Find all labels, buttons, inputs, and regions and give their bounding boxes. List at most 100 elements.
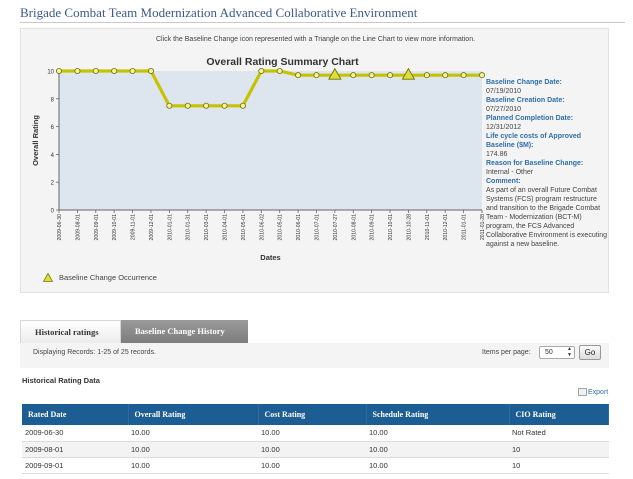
data-point [221, 102, 228, 109]
x-tick-label: 2010-05-01 [278, 214, 284, 241]
data-point [258, 68, 265, 75]
export-icon [578, 388, 587, 396]
cell-schedule-rating: 10.00 [366, 441, 509, 458]
historical-rating-title: Historical Rating Data [22, 376, 100, 385]
table-row: 2009-09-01 10.00 10.00 10.00 10 [22, 457, 609, 474]
planned-completion-date: 12/31/2012 [486, 124, 522, 131]
data-point [478, 72, 485, 79]
cell-schedule-rating: 10.00 [366, 425, 509, 442]
export-link[interactable]: Export [578, 388, 608, 396]
table-row: 2009-06-30 10.00 10.00 10.00 Not Rated [22, 425, 609, 442]
data-point [203, 102, 210, 109]
data-point [423, 72, 430, 79]
per-page-label: Items per page: [482, 349, 531, 356]
chart-panel: Click the Baseline Change icon represent… [20, 28, 609, 293]
x-tick-label: 2010-01-01 [167, 214, 173, 241]
baseline-change-marker [401, 67, 416, 80]
chart-legend: Baseline Change Occurrence [43, 273, 157, 282]
column-header-schedule-rating[interactable]: Schedule Rating [366, 404, 510, 425]
table-header-row: Rated Date Overall Rating Cost Rating Sc… [22, 404, 609, 425]
x-tick-label: 2009-08-01 [75, 214, 81, 241]
go-button[interactable]: Go [579, 345, 601, 360]
chart-title: Overall Rating Summary Chart [206, 56, 359, 68]
records-bar: Displaying Records: 1-25 of 25 records. … [20, 343, 609, 368]
reason-value: Internal - Other [486, 169, 534, 176]
column-header-cio-rating[interactable]: CIO Rating [509, 404, 609, 425]
cell-overall-rating: 10.00 [128, 441, 258, 458]
lifecycle-costs-value: 174.86 [486, 151, 508, 158]
cell-rated-date: 2009-06-30 [22, 425, 128, 442]
data-point [442, 72, 449, 79]
data-point [313, 72, 320, 79]
triangle-icon [43, 273, 53, 282]
cell-cio-rating: 10 [509, 441, 609, 458]
data-point [184, 102, 191, 109]
x-tick-label: 2010-07-01 [314, 214, 320, 241]
x-tick-label: 2009-10-01 [112, 214, 118, 241]
cell-cost-rating: 10.00 [258, 457, 366, 474]
cell-schedule-rating: 10.00 [366, 457, 509, 474]
per-page-select[interactable]: 50 ▲ ▼ [539, 346, 575, 359]
baseline-change-marker [328, 67, 342, 80]
baseline-creation-date-label: Baseline Creation Date: [486, 97, 565, 104]
y-tick-label: 8 [51, 97, 55, 103]
x-tick-label: 2009-12-01 [149, 214, 155, 241]
column-header-cost-rating[interactable]: Cost Rating [258, 404, 367, 425]
x-axis-label: Dates [260, 253, 280, 262]
x-tick-label: 2010-10-28 [406, 214, 412, 241]
baseline-change-date-label: Baseline Change Date: [486, 79, 562, 86]
planned-completion-label: Planned Completion Date: [486, 115, 574, 122]
data-point [239, 102, 246, 109]
records-count: Displaying Records: 1-25 of 25 records. [33, 349, 156, 356]
y-tick-label: 0 [51, 209, 55, 215]
y-tick-label: 4 [51, 153, 55, 159]
x-tick-label: 2010-12-01 [443, 214, 449, 241]
per-page-value: 50 [545, 349, 553, 356]
x-tick-label: 2010-10-01 [388, 214, 394, 241]
data-point [129, 68, 136, 75]
y-tick-label: 10 [47, 70, 54, 76]
data-point [111, 68, 118, 75]
cell-overall-rating: 10.00 [128, 457, 258, 474]
column-header-rated-date[interactable]: Rated Date [22, 404, 129, 425]
cell-overall-rating: 10.00 [128, 425, 258, 442]
data-point [350, 72, 357, 79]
chart-hint: Click the Baseline Change icon represent… [155, 36, 476, 43]
legend-label: Baseline Change Occurrence [59, 273, 157, 282]
overall-rating-chart: Overall Rating Summary Chart 0 2 4 6 8 10 Overa… [31, 56, 486, 262]
data-point [460, 72, 467, 79]
plot-area [59, 71, 482, 210]
x-tick-label: 2009-09-01 [94, 214, 100, 241]
x-tick-label: 2011-01-01 [462, 214, 468, 240]
title-divider [20, 22, 625, 23]
historical-rating-table: Rated Date Overall Rating Cost Rating Sc… [22, 404, 609, 474]
comment-text: As part of an overall Future Combat Syst… [486, 187, 608, 248]
cell-cio-rating: Not Rated [509, 425, 609, 442]
cell-rated-date: 2009-09-01 [22, 457, 128, 474]
x-tick-label: 2009-06-30 [57, 214, 63, 241]
x-tick-label: 2010-04-01 [223, 214, 229, 241]
cell-rated-date: 2009-08-01 [22, 441, 128, 458]
y-tick-label: 6 [51, 125, 55, 131]
tab-baseline-change-history[interactable]: Baseline Change History [121, 320, 248, 343]
data-point [74, 68, 81, 75]
export-label: Export [588, 388, 609, 396]
reason-label: Reason for Baseline Change: [486, 160, 584, 167]
data-point [387, 72, 394, 79]
column-header-overall-rating[interactable]: Overall Rating [128, 404, 259, 425]
x-tick-label: 2010-06-01 [296, 214, 302, 241]
y-tick-label: 2 [51, 181, 55, 187]
data-point [147, 68, 154, 75]
x-tick-label: 2011-01-28 [480, 214, 486, 240]
baseline-creation-date: 07/27/2010 [486, 106, 522, 113]
x-tick-label: 2010-07-27 [333, 214, 339, 241]
data-point [166, 102, 173, 109]
tab-historical-ratings[interactable]: Historical ratings [20, 320, 121, 343]
x-tick-label: 2010-08-01 [351, 214, 357, 241]
data-point [368, 72, 375, 79]
x-tick-label: 2010-09-01 [370, 214, 376, 241]
x-tick-label: 2010-03-01 [204, 214, 210, 241]
comment-label: Comment: [486, 178, 521, 185]
table-row: 2009-08-01 10.00 10.00 10.00 10 [22, 441, 609, 458]
tab-bar: Historical ratings Baseline Change Histo… [20, 320, 248, 343]
